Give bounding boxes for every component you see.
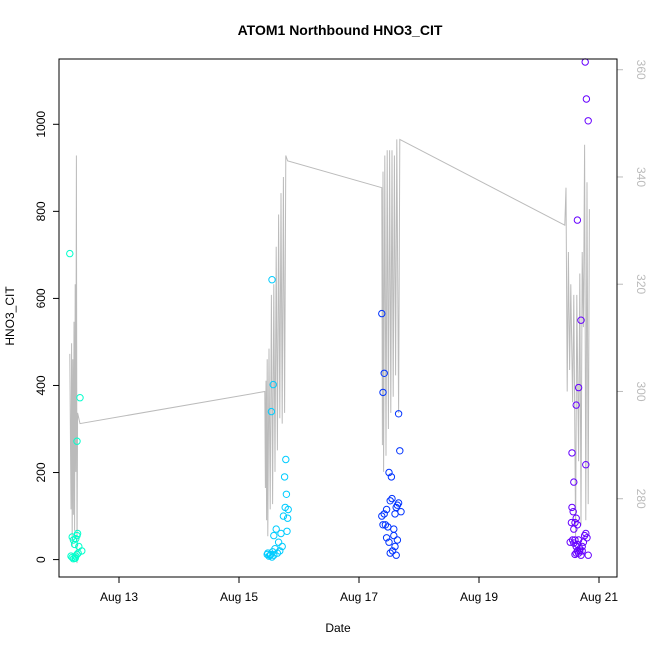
data-point-series-4 — [578, 547, 586, 555]
x-tick-label: Aug 15 — [220, 590, 258, 604]
y-tick-label: 400 — [34, 375, 48, 395]
data-point-series-2 — [282, 490, 291, 498]
data-point-series-3 — [387, 473, 396, 481]
data-point-series-4 — [573, 216, 582, 224]
data-point-series-4 — [570, 525, 578, 533]
data-point-series-2 — [278, 542, 286, 551]
data-point-series-2 — [279, 512, 288, 520]
x-tick-label: Aug 13 — [100, 590, 138, 604]
data-point-series-4 — [577, 316, 585, 324]
data-point-series-4 — [567, 518, 576, 527]
data-point-series-3 — [397, 508, 405, 516]
chart-title: ATOM1 Northbound HNO3_CIT — [238, 22, 443, 38]
data-point-series-2 — [276, 547, 284, 555]
right-axis-tick-label: 340 — [634, 167, 648, 187]
x-tick-label: Aug 19 — [460, 590, 498, 604]
data-point-series-4 — [574, 536, 583, 544]
data-point-series-2 — [284, 505, 292, 514]
data-point-series-4 — [569, 508, 577, 516]
data-point-series-3 — [385, 538, 393, 546]
data-point-series-4 — [566, 538, 574, 546]
data-point-series-4 — [578, 542, 586, 551]
y-tick-label: 600 — [34, 288, 48, 308]
data-point-series-3 — [393, 536, 402, 544]
data-point-series-3 — [380, 369, 388, 377]
y-tick-label: 200 — [34, 462, 48, 482]
data-point-series-2 — [274, 538, 283, 546]
data-point-series-3 — [390, 531, 398, 540]
data-point-series-2 — [270, 531, 278, 540]
data-point-series-2 — [268, 553, 276, 561]
data-point-series-3 — [388, 494, 396, 503]
data-point-series-1 — [71, 554, 79, 562]
line-series-path — [69, 138, 590, 564]
right-axis-tick-label: 280 — [634, 489, 648, 509]
data-point-series-3 — [388, 547, 397, 555]
data-point-series-3 — [378, 309, 386, 318]
y-tick-label: 1000 — [34, 111, 48, 138]
data-point-series-1 — [73, 531, 81, 540]
data-point-series-3 — [380, 510, 388, 518]
data-point-series-4 — [584, 117, 592, 125]
y-tick-label: 800 — [34, 201, 48, 221]
plot-frame — [58, 58, 618, 578]
data-point-series-1 — [66, 249, 74, 258]
data-point-series-3 — [386, 497, 394, 505]
data-point-series-2 — [270, 551, 278, 559]
right-axis-tick-label: 300 — [634, 381, 648, 401]
data-point-series-3 — [396, 447, 404, 455]
x-axis-label: Date — [325, 621, 351, 635]
data-point-series-4 — [574, 383, 583, 392]
data-point-series-3 — [385, 468, 393, 477]
data-point-series-2 — [280, 473, 289, 481]
right-axis-tick-label: 360 — [634, 60, 648, 80]
line-series-layer — [69, 138, 590, 564]
data-point-series-3 — [379, 388, 387, 397]
data-point-series-1 — [73, 437, 81, 445]
data-point-series-4 — [582, 461, 590, 469]
data-point-series-1 — [76, 394, 84, 402]
data-point-series-4 — [582, 95, 591, 103]
data-point-series-1 — [70, 540, 79, 549]
data-point-series-3 — [392, 551, 400, 559]
data-point-series-3 — [382, 534, 391, 542]
data-point-series-1 — [78, 547, 86, 555]
data-point-series-2 — [282, 455, 290, 464]
x-tick-label: Aug 21 — [580, 590, 618, 604]
y-axis-label: HNO3_CIT — [3, 286, 17, 346]
data-point-series-4 — [570, 478, 578, 486]
data-point-series-4 — [568, 503, 576, 512]
x-tick-label: Aug 17 — [340, 590, 378, 604]
data-point-series-2 — [265, 552, 273, 560]
data-point-series-3 — [391, 542, 399, 551]
axes-layer: Aug 13 Aug 15 Aug 17 Aug 19 Aug 21 0 200 400 600… — [34, 60, 648, 604]
data-point-series-4 — [583, 534, 591, 542]
data-point-series-2 — [272, 525, 280, 533]
data-point-series-3 — [379, 521, 387, 529]
data-point-series-2 — [283, 527, 291, 535]
data-point-series-4 — [572, 401, 580, 409]
y-tick-label: 0 — [34, 556, 48, 563]
data-point-series-4 — [571, 550, 579, 559]
data-point-series-3 — [378, 512, 386, 520]
scatter-points-layer — [66, 58, 592, 563]
data-point-series-2 — [268, 276, 276, 284]
data-point-series-3 — [394, 499, 403, 507]
data-point-series-2 — [267, 407, 276, 416]
data-point-series-4 — [584, 551, 592, 559]
data-point-series-2 — [273, 549, 282, 557]
right-axis-tick-label: 320 — [634, 274, 648, 294]
data-point-series-3 — [394, 410, 403, 418]
data-point-series-3 — [382, 505, 391, 514]
data-point-series-4 — [582, 529, 590, 538]
data-point-series-4 — [576, 547, 584, 555]
data-point-series-2 — [283, 514, 292, 522]
data-point-series-2 — [269, 380, 277, 389]
data-point-series-3 — [381, 521, 390, 529]
data-point-series-4 — [568, 449, 576, 457]
data-point-series-4 — [573, 540, 582, 549]
